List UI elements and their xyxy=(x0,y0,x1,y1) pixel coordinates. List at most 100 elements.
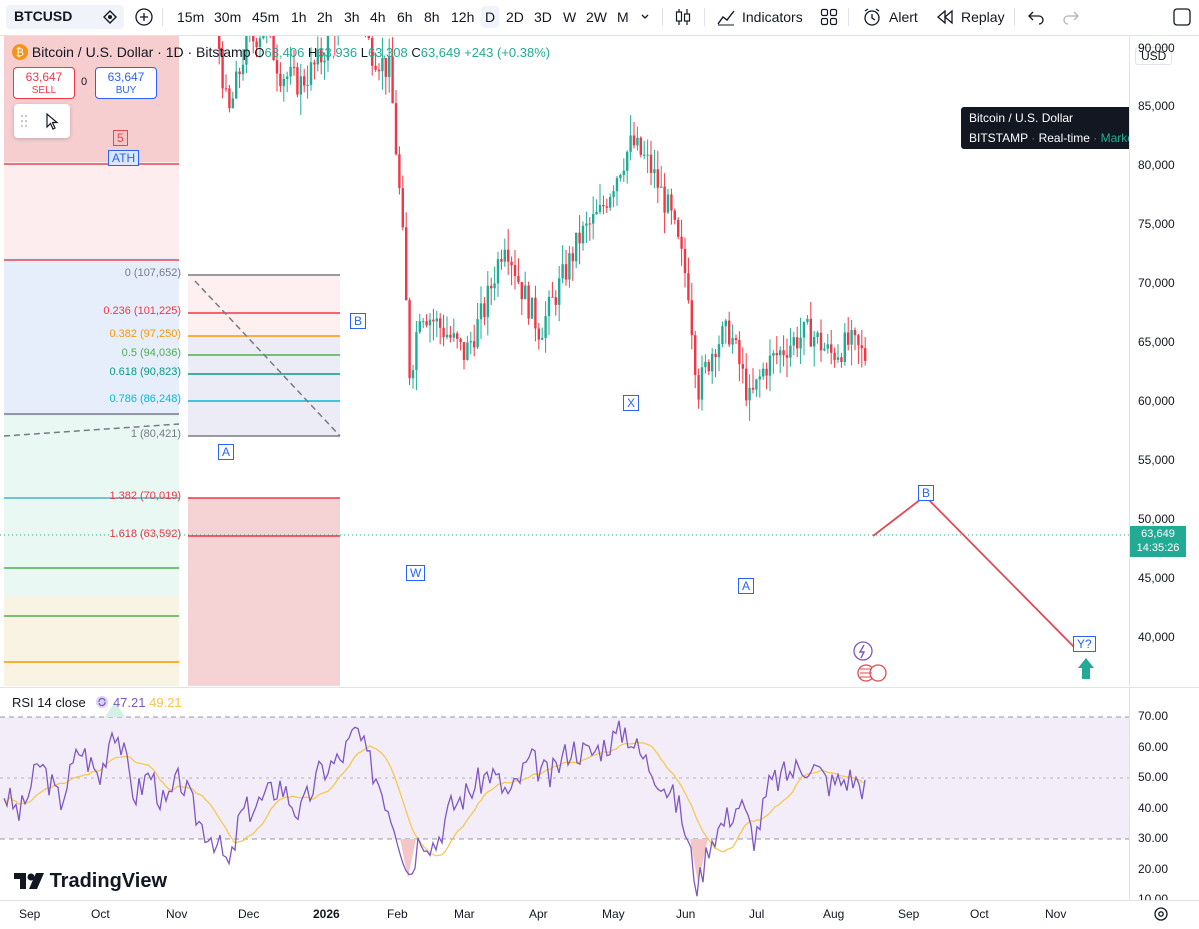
timeframe-m[interactable]: M xyxy=(617,9,629,25)
candle-body xyxy=(632,135,636,146)
rsi-axis[interactable]: 70.00 60.00 50.00 40.00 30.00 20.00 10.00 xyxy=(1129,687,1199,906)
timeframe-2h[interactable]: 2h xyxy=(317,9,333,25)
timeframe-45m[interactable]: 45m xyxy=(252,9,280,25)
rsi-tick: 70.00 xyxy=(1138,709,1169,723)
indicators-button[interactable]: Indicators xyxy=(742,9,803,25)
toolbar-divider xyxy=(1014,8,1015,26)
symbol-title[interactable]: Bitcoin / U.S. Dollar · 1D · Bitstamp xyxy=(31,44,251,60)
timeframe-d[interactable]: D xyxy=(481,6,500,28)
drag-handle-icon[interactable] xyxy=(20,114,28,128)
flag-icon[interactable] xyxy=(869,664,887,682)
candle-body xyxy=(598,204,602,212)
candles-icon[interactable] xyxy=(674,7,692,27)
tradingview-logo[interactable]: TradingView xyxy=(14,870,167,893)
fullscreen-icon[interactable] xyxy=(1172,7,1192,27)
candle-body xyxy=(456,333,459,339)
refresh-icon[interactable] xyxy=(95,695,109,709)
candle-body xyxy=(473,341,476,348)
candle-body xyxy=(847,332,850,345)
wave-label-5: 5 xyxy=(113,130,128,146)
alert-button[interactable]: Alert xyxy=(889,9,918,25)
alert-icon[interactable] xyxy=(862,7,882,27)
candle-body xyxy=(700,367,704,400)
brand-name: TradingView xyxy=(49,870,168,892)
timeframe-1h[interactable]: 1h xyxy=(291,9,307,25)
replay-icon[interactable] xyxy=(936,9,954,25)
candle-body xyxy=(496,259,500,284)
candle-body xyxy=(384,58,387,77)
candle-body xyxy=(561,264,564,279)
candle-body xyxy=(609,196,612,208)
candle-body xyxy=(758,376,761,380)
fib-retracement[interactable] xyxy=(188,274,340,537)
timeframe-2w[interactable]: 2W xyxy=(586,9,607,25)
candle-body xyxy=(490,285,493,289)
main-chart-pane[interactable]: 0 (107,652) 0.236 (101,225) 0.382 (97,250)… xyxy=(0,36,1129,686)
currency-selector[interactable]: USD xyxy=(1135,47,1173,65)
timeframe-w[interactable]: W xyxy=(563,9,577,25)
time-tick: Nov xyxy=(166,907,188,921)
candle-body xyxy=(258,38,262,48)
rsi-title[interactable]: RSI 14 close xyxy=(12,695,86,710)
candles xyxy=(218,36,867,421)
bitcoin-icon: ₿ xyxy=(12,44,28,60)
candle-body xyxy=(415,332,418,371)
candle-body xyxy=(612,191,615,197)
timeframe-3d[interactable]: 3D xyxy=(534,9,552,25)
sell-button[interactable]: 63,647 SELL xyxy=(13,67,75,99)
projection-path[interactable] xyxy=(872,494,1076,649)
timeframe-15m[interactable]: 15m xyxy=(177,9,205,25)
timeframe-3h[interactable]: 3h xyxy=(344,9,360,25)
candle-body xyxy=(704,361,707,368)
rsi-chart[interactable] xyxy=(0,688,1129,901)
time-axis[interactable]: Sep Oct Nov Dec 2026 Feb Mar Apr May Jun Jul Aug Sep… xyxy=(0,900,1199,929)
timeframe-30m[interactable]: 30m xyxy=(214,9,242,25)
price-chart[interactable] xyxy=(0,36,1129,686)
timeframe-6h[interactable]: 6h xyxy=(397,9,413,25)
rsi-pane[interactable]: RSI 14 close 47.21 49.21 TradingView xyxy=(0,687,1129,901)
settings-icon[interactable] xyxy=(1153,906,1169,922)
time-tick: Sep xyxy=(898,907,920,921)
candle-body xyxy=(840,357,843,363)
undo-icon[interactable] xyxy=(1027,9,1045,25)
time-tick: Jul xyxy=(749,907,765,921)
watchlist-icon[interactable] xyxy=(102,9,118,25)
candle-body xyxy=(575,232,578,262)
candle-body xyxy=(428,319,432,326)
compare-add-icon[interactable] xyxy=(135,8,153,26)
candle-body xyxy=(224,88,228,90)
rsi-ma-line xyxy=(3,741,866,857)
candle-body xyxy=(694,335,697,376)
indicators-icon[interactable] xyxy=(716,8,736,26)
layouts-icon[interactable] xyxy=(820,8,838,26)
chevron-down-icon[interactable] xyxy=(640,12,650,22)
time-tick: Aug xyxy=(823,907,845,921)
timeframe-2d[interactable]: 2D xyxy=(506,9,524,25)
toolbar-divider xyxy=(662,8,663,26)
price-axis[interactable]: USD 140,000125,000120,000115,000110,0001… xyxy=(1129,36,1199,686)
drawing-toolbar[interactable] xyxy=(14,104,70,138)
candle-body xyxy=(292,66,296,68)
candle-body xyxy=(830,344,833,353)
candle-body xyxy=(728,320,731,345)
timeframe-12h[interactable]: 12h xyxy=(451,9,475,25)
time-tick: Oct xyxy=(91,907,110,921)
replay-button[interactable]: Replay xyxy=(961,9,1005,25)
candle-body xyxy=(741,364,744,369)
candle-body xyxy=(745,368,748,401)
timeframe-8h[interactable]: 8h xyxy=(424,9,440,25)
redo-icon[interactable] xyxy=(1062,9,1080,25)
chart-legend: ₿ Bitcoin / U.S. Dollar · 1D · Bitstamp … xyxy=(12,44,550,60)
event-icon[interactable] xyxy=(853,641,873,661)
cursor-icon[interactable] xyxy=(44,112,60,130)
timeframe-4h[interactable]: 4h xyxy=(370,9,386,25)
buy-button[interactable]: 63,647 BUY xyxy=(95,67,157,99)
wave-label-b: B xyxy=(350,313,367,329)
candle-body xyxy=(513,265,517,277)
candle-body xyxy=(544,316,547,339)
spread-value: 0 xyxy=(81,76,88,88)
candle-body xyxy=(850,330,853,345)
candle-body xyxy=(602,204,605,207)
symbol-search[interactable]: BTCUSD xyxy=(6,5,124,29)
low-value: 63,308 xyxy=(367,45,408,60)
